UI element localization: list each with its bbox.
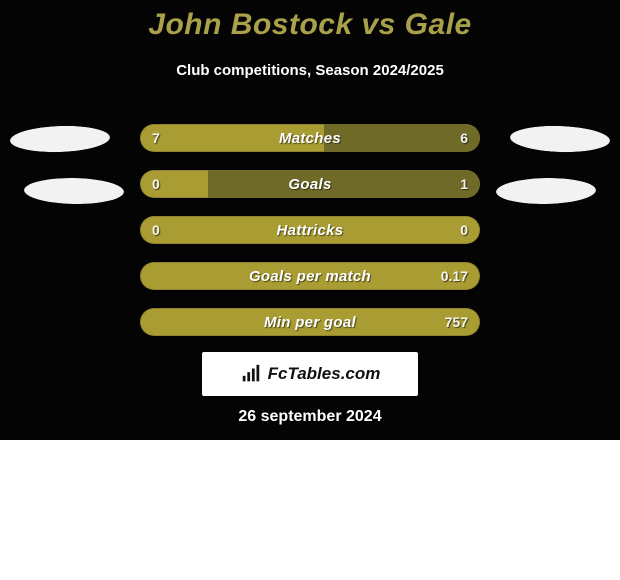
date-text: 26 september 2024	[0, 408, 620, 426]
stat-right-value: 0	[460, 216, 468, 244]
comparison-card: John Bostock vs Gale Club competitions, …	[0, 0, 620, 440]
stat-label: Hattricks	[140, 216, 480, 244]
player-left-avatar-1	[10, 124, 111, 153]
source-badge: FcTables.com	[202, 352, 418, 396]
stats-bar-list: 7 Matches 6 0 Goals 1 0 Hattricks 0 Goal…	[140, 124, 480, 354]
bar-chart-icon	[240, 363, 262, 385]
stat-row: Min per goal 757	[140, 308, 480, 336]
stat-right-value: 757	[445, 308, 468, 336]
player-left-avatar-2	[24, 177, 124, 205]
stat-right-value: 1	[460, 170, 468, 198]
player-right-avatar-2	[496, 177, 596, 205]
stat-row: 0 Hattricks 0	[140, 216, 480, 244]
stat-row: 7 Matches 6	[140, 124, 480, 152]
stat-label: Matches	[140, 124, 480, 152]
player-right-avatar-1	[510, 124, 611, 153]
page-subtitle: Club competitions, Season 2024/2025	[0, 62, 620, 79]
page-title: John Bostock vs Gale	[0, 8, 620, 42]
source-text: FcTables.com	[268, 364, 381, 384]
stat-row: Goals per match 0.17	[140, 262, 480, 290]
stat-right-value: 0.17	[441, 262, 468, 290]
stat-right-value: 6	[460, 124, 468, 152]
stat-label: Goals per match	[140, 262, 480, 290]
stat-label: Goals	[140, 170, 480, 198]
stat-row: 0 Goals 1	[140, 170, 480, 198]
stat-label: Min per goal	[140, 308, 480, 336]
